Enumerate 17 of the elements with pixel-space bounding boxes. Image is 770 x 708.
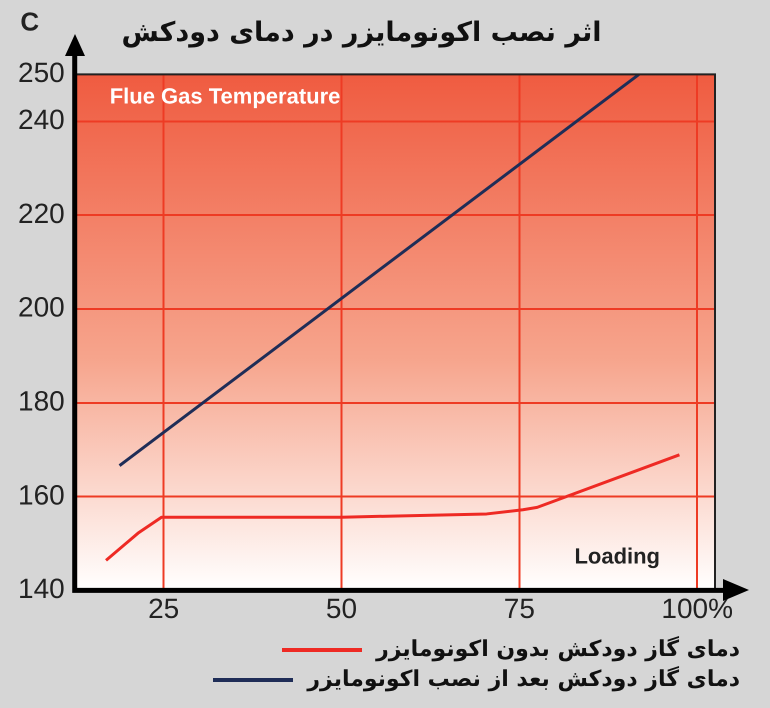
y-tick-label: 250	[18, 57, 65, 88]
x-tick-label: 50	[326, 592, 358, 624]
x-axis-title: Loading	[574, 543, 660, 568]
y-tick-label: 220	[18, 198, 65, 229]
y-tick-label: 180	[18, 385, 65, 416]
y-tick-label: 140	[18, 573, 65, 604]
y-tick-label: 160	[18, 479, 65, 510]
chart-title: اثر نصب اکونومایزر در دمای دودکش	[121, 17, 602, 48]
x-tick-label: 75	[504, 592, 535, 624]
y-axis-title: C	[20, 6, 40, 37]
legend-label: دمای گاز دودکش بدون اکونومایزر	[376, 635, 740, 664]
x-tick-label: 100%	[661, 592, 734, 624]
legend-label: دمای گاز دودکش بعد از نصب اکونومایزر	[307, 665, 740, 694]
annotation: Flue Gas Temperature	[110, 83, 340, 108]
y-tick-label: 240	[18, 104, 65, 136]
y-tick-label: 200	[18, 292, 65, 323]
x-tick-label: 25	[148, 592, 180, 624]
